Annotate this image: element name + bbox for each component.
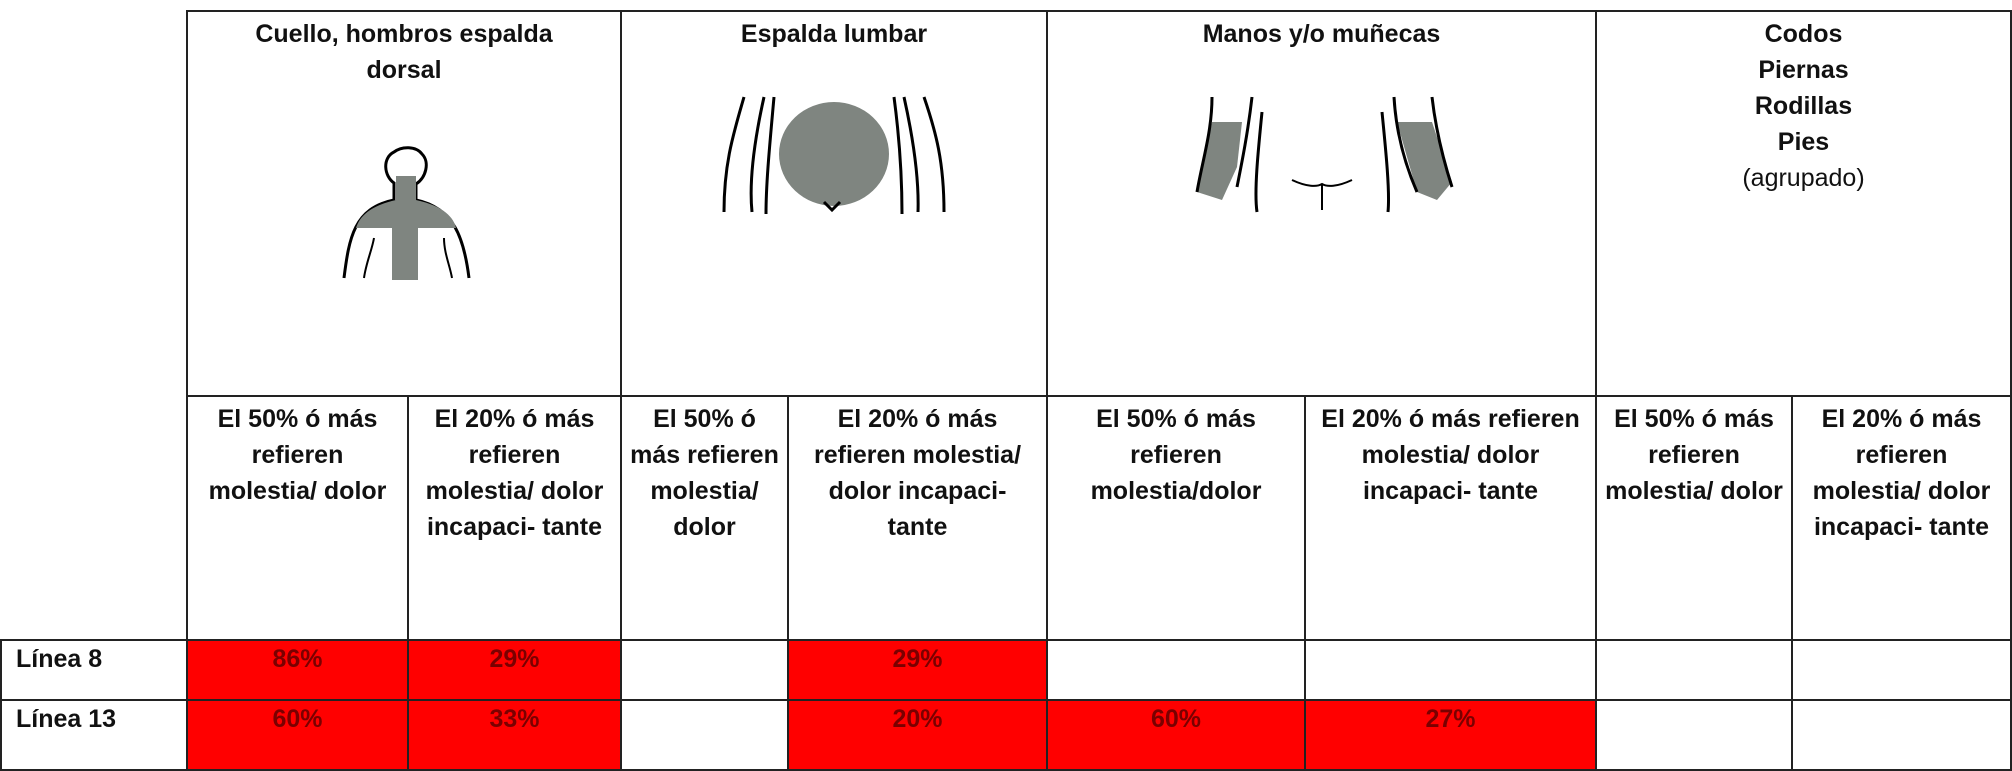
hands-figure <box>1195 96 1453 213</box>
subheader-cell: El 20% ó más refieren molestia/ dolor in… <box>787 395 1048 641</box>
subheader-cell: El 20% ó más refieren molestia/ dolor in… <box>407 395 622 641</box>
subheader-cell: El 50% ó más refieren molestia/ dolor <box>620 395 789 641</box>
subheader-cell: El 20% ó más refieren molestia/ dolor in… <box>1791 395 2012 641</box>
subheader-cell: El 50% ó más refieren molestia/ dolor <box>1595 395 1793 641</box>
group-title: Piernas <box>1758 56 1849 84</box>
neck-figure <box>342 146 471 280</box>
group-row: Cuello, hombros espalda dorsal Espalda l… <box>1 10 2012 641</box>
value-cell <box>1046 639 1306 701</box>
value-cell: 33% <box>407 699 622 771</box>
subheader-cell: El 20% ó más refieren molestia/ dolor in… <box>1304 395 1597 641</box>
group-cell: Codos Piernas Rodillas Pies (agrupado) <box>1595 10 2012 397</box>
row-label: Línea 13 <box>0 699 188 771</box>
row-label: Línea 8 <box>0 639 188 701</box>
group-title: Codos <box>1764 20 1843 48</box>
value-cell: 60% <box>1046 699 1306 771</box>
value-cell <box>620 639 789 701</box>
group-title: Espalda lumbar <box>740 20 928 48</box>
group-title: Pies <box>1777 128 1830 156</box>
data-row: Línea 8 86% 29% 29% <box>0 639 2012 701</box>
value-cell <box>1595 639 1793 701</box>
group-title: Cuello, hombros espalda dorsal <box>255 20 553 84</box>
pain-table: Cuello, hombros espalda dorsal Espalda l… <box>0 10 2012 771</box>
corner-cell <box>1 11 188 641</box>
value-cell <box>1304 639 1597 701</box>
group-cell: Espalda lumbar <box>620 10 1048 397</box>
value-cell: 60% <box>186 699 409 771</box>
lumbar-figure <box>722 96 946 215</box>
group-title: Rodillas <box>1754 92 1853 120</box>
subheader-row: El 50% ó más refieren molestia/ dolor El … <box>1 395 2012 641</box>
group-title: Manos y/o muñecas <box>1202 20 1441 48</box>
value-cell <box>620 699 789 771</box>
value-cell: 29% <box>787 639 1048 701</box>
subheader-cell: El 50% ó más refieren molestia/ dolor <box>186 395 409 641</box>
value-cell: 86% <box>186 639 409 701</box>
value-cell <box>1791 639 2012 701</box>
group-cell: Manos y/o muñecas <box>1046 10 1597 397</box>
data-row: Línea 13 60% 33% 20% 60% 27% <box>0 699 2012 771</box>
group-note: (agrupado) <box>1742 164 1865 192</box>
value-cell: 29% <box>407 639 622 701</box>
group-cell: Cuello, hombros espalda dorsal <box>186 10 622 397</box>
value-cell: 20% <box>787 699 1048 771</box>
subheader-cell: El 50% ó más refieren molestia/dolor <box>1046 395 1306 641</box>
value-cell <box>1791 699 2012 771</box>
value-cell <box>1595 699 1793 771</box>
value-cell: 27% <box>1304 699 1597 771</box>
